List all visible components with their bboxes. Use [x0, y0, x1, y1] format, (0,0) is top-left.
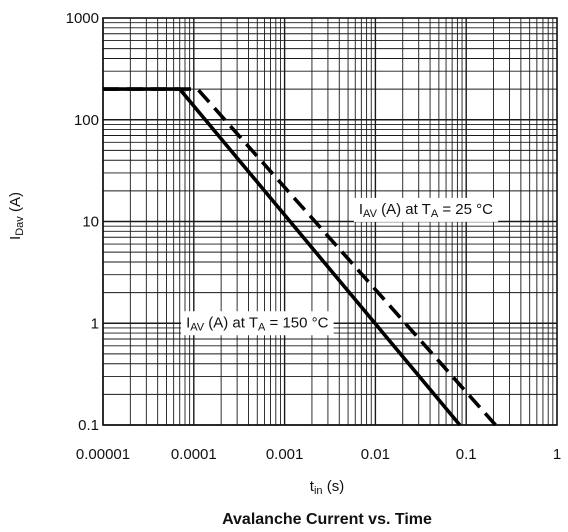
annotation-box	[181, 311, 334, 336]
y-tick-label: 10	[82, 214, 99, 231]
x-axis-label: tin (s)	[310, 478, 344, 497]
y-tick-label: 0.1	[78, 417, 99, 434]
y-axis-label: IDav (A)	[7, 192, 26, 240]
y-tick-label: 100	[74, 112, 99, 129]
annotation-text: IAV (A) at TA = 25 °C	[359, 201, 493, 220]
grid	[102, 17, 558, 426]
x-tick-label: 0.001	[266, 446, 304, 463]
tick-labels: 0.00001 0.0001 0.001 0.01 0.1 1 0.1 1 10 100 1000	[66, 10, 562, 463]
x-tick-label: 0.01	[361, 446, 390, 463]
y-tick-label: 1	[91, 315, 99, 332]
x-tick-label: 0.1	[456, 446, 477, 463]
annotations: IAV (A) at TA = 150 °C IAV (A) at TA = 25…	[181, 197, 499, 336]
series-line-dashed	[103, 87, 497, 427]
x-tick-label: 1	[553, 446, 561, 463]
annotation-label: IAV (A) at TA = 150 °C	[181, 311, 334, 336]
x-tick-label: 0.0001	[171, 446, 217, 463]
annotation-label: IAV (A) at TA = 25 °C	[353, 197, 499, 222]
y-tick-label: 1000	[66, 10, 99, 27]
series-layer	[103, 87, 497, 427]
annotation-box	[353, 197, 499, 222]
series-line-solid	[103, 87, 462, 427]
x-tick-label: 0.00001	[76, 446, 130, 463]
chart-title: Avalanche Current vs. Time	[222, 511, 432, 528]
annotation-text: IAV (A) at TA = 150 °C	[186, 314, 329, 333]
plot-frame	[102, 17, 558, 426]
